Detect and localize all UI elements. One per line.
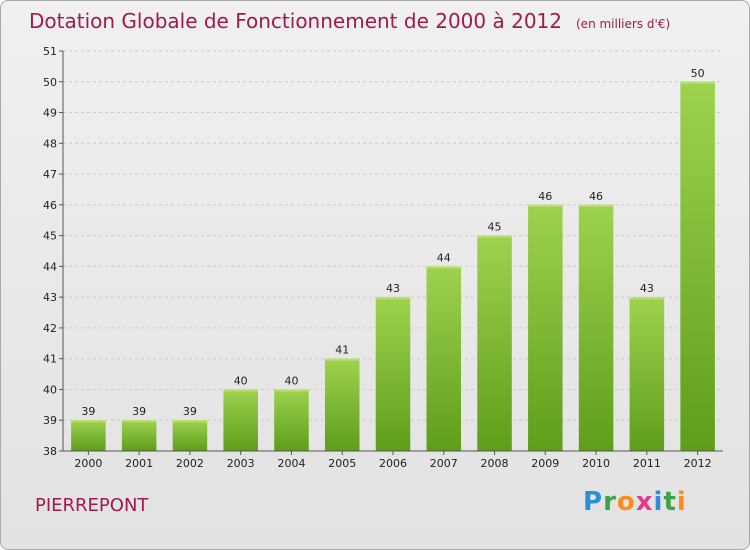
y-tick-label: 49 (43, 107, 57, 120)
bar-2000 (71, 420, 106, 451)
x-tick-label: 2010 (582, 457, 610, 470)
y-tick-label: 47 (43, 168, 57, 181)
axis-layer (59, 50, 723, 455)
x-tick-label: 2000 (74, 457, 102, 470)
bar-2008 (477, 235, 512, 451)
y-tick-label: 46 (43, 199, 57, 212)
bar-2007 (426, 266, 462, 451)
data-label: 39 (81, 405, 95, 418)
x-tick-label: 2012 (684, 457, 712, 470)
bar-highlight (629, 297, 665, 300)
x-tick-label: 2001 (125, 457, 153, 470)
bar-2003 (223, 389, 258, 451)
y-tick-label: 45 (43, 230, 57, 243)
data-label: 44 (437, 251, 451, 264)
data-label: 50 (691, 67, 705, 80)
bar-2009 (528, 204, 563, 451)
y-tick-label: 48 (43, 137, 57, 150)
x-tick-label: 2009 (531, 457, 559, 470)
x-tick-label: 2002 (176, 457, 204, 470)
bar-2005 (324, 358, 360, 451)
bar-highlight (375, 297, 411, 300)
x-tick-label: 2003 (227, 457, 255, 470)
x-tick-label: 2005 (328, 457, 356, 470)
data-label: 45 (488, 221, 502, 234)
bar-highlight (121, 420, 157, 423)
bar-highlight (477, 235, 512, 238)
bar-2006 (375, 297, 411, 451)
bar-2012 (680, 81, 715, 452)
bar-highlight (578, 204, 614, 207)
bar-highlight (680, 81, 715, 84)
bar-2002 (172, 420, 208, 451)
data-label: 43 (640, 282, 654, 295)
data-label: 43 (386, 282, 400, 295)
x-tick-label: 2007 (430, 457, 458, 470)
bar-highlight (71, 420, 106, 423)
bar-highlight (223, 389, 258, 392)
y-tick-label: 51 (43, 45, 57, 58)
bar-2010 (578, 204, 614, 451)
x-tick-label: 2004 (277, 457, 305, 470)
y-tick-label: 50 (43, 76, 57, 89)
data-label: 39 (183, 405, 197, 418)
bar-highlight (324, 358, 360, 361)
bar-highlight (528, 204, 563, 207)
bar-highlight (274, 389, 309, 392)
y-tick-label: 39 (43, 414, 57, 427)
y-tick-label: 38 (43, 445, 57, 458)
x-tick-label: 2011 (633, 457, 661, 470)
bar-highlight (426, 266, 462, 269)
y-tick-label: 43 (43, 291, 57, 304)
chart-title: Dotation Globale de Fonctionnement de 20… (29, 9, 670, 33)
y-tick-label: 42 (43, 322, 57, 335)
data-label: 40 (284, 374, 298, 387)
y-tick-label: 41 (43, 353, 57, 366)
bar-highlight (172, 420, 208, 423)
data-label: 41 (335, 344, 349, 357)
data-label: 39 (132, 405, 146, 418)
x-tick-label: 2008 (481, 457, 509, 470)
data-label: 46 (589, 190, 603, 203)
chart-title-text: Dotation Globale de Fonctionnement de 20… (29, 9, 562, 33)
y-tick-label: 44 (43, 260, 57, 273)
x-tick-label: 2006 (379, 457, 407, 470)
bar-2001 (121, 420, 157, 451)
proxiti-logo: Proxiti (583, 487, 687, 517)
chart-subtitle: (en milliers d'€) (576, 17, 671, 31)
y-tick-label: 40 (43, 383, 57, 396)
bar-2011 (629, 297, 665, 451)
data-label: 40 (234, 374, 248, 387)
commune-name: PIERREPONT (35, 495, 149, 516)
bar-2004 (274, 389, 309, 451)
bars-layer (71, 81, 715, 452)
labels-layer: 38 39 40 41 42 43 44 45 46 47 48 49 50 51 39 2000 39 2001… (43, 45, 712, 470)
data-label: 46 (538, 190, 552, 203)
